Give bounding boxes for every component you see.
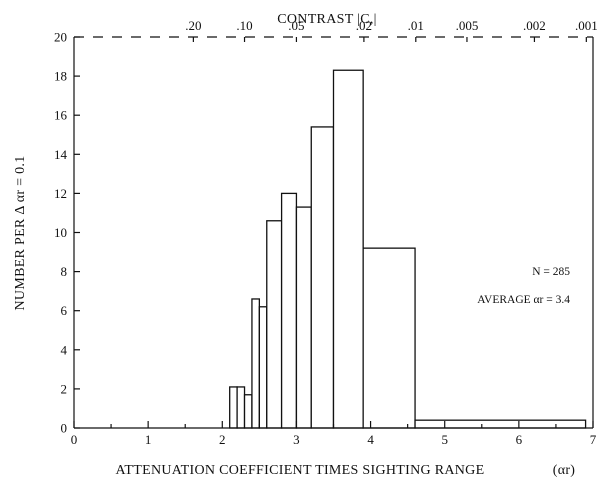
x-tick-label-0: 0 [71,432,78,447]
x-tick-label-3: 3 [293,432,300,447]
y-tick-label-5: 10 [54,225,67,240]
top-tick-label-5: .005 [456,18,479,33]
histogram-bar-6 [266,220,283,429]
x-tick-label-6: 6 [516,432,523,447]
top-tick-label-4: .01 [408,18,424,33]
x-tick-label-4: 4 [367,432,374,447]
x-tick-label-5: 5 [441,432,448,447]
y-axis-ticks: 0 2 4 6 8 10 12 14 16 18 20 [54,30,80,436]
y-tick-label-2: 4 [61,342,68,357]
x-axis-title: ATTENUATION COEFFICIENT TIMES SIGHTING R… [116,463,485,478]
histogram-bar-9 [310,126,335,429]
top-tick-label-7: .001 [575,18,598,33]
histogram-bar-1 [229,386,238,429]
x-tick-label-2: 2 [219,432,226,447]
histogram-bar-5 [258,306,268,429]
histogram-bar-7 [280,192,298,429]
top-axis-ticks: .20 .10 .05 .02 .01 .005 .002 .001 [185,18,598,42]
x-axis-title-symbol: (αr) [553,463,576,478]
histogram-bar-2 [236,386,246,429]
histogram-bar-8 [295,206,312,429]
y-tick-label-10: 20 [54,30,67,45]
histogram-bars [229,69,587,429]
y-tick-label-3: 6 [61,303,68,318]
annotation-sample-size: N = 285 [532,266,570,278]
x-axis-ticks: 0 1 2 3 4 5 6 7 [71,421,597,447]
top-tick-label-0: .20 [185,18,201,33]
y-tick-label-0: 0 [61,421,68,436]
annotation-average: AVERAGE αr = 3.4 [477,294,570,306]
histogram-bar-3 [243,394,253,429]
y-tick-label-9: 18 [54,69,67,84]
histogram-bar-4 [251,298,261,429]
y-tick-label-8: 16 [54,108,68,123]
y-tick-label-4: 8 [61,264,68,279]
y-axis-title: NUMBER PER Δ αr = 0.1 [13,156,28,311]
top-axis-title: CONTRAST |C,| [277,12,377,27]
y-tick-label-1: 2 [61,381,68,396]
histogram-bar-10 [332,69,364,429]
top-tick-label-2: .05 [288,18,304,33]
top-tick-label-1: .10 [236,18,252,33]
y-tick-label-7: 14 [54,147,68,162]
top-tick-label-6: .002 [523,18,546,33]
x-tick-label-1: 1 [145,432,152,447]
histogram-bar-11 [362,247,416,429]
x-tick-label-7: 7 [590,432,597,447]
x-axis-title-text: ATTENUATION COEFFICIENT TIMES SIGHTING R… [116,463,485,478]
histogram-bar-12 [414,419,587,429]
top-tick-label-3: .02 [356,18,372,33]
y-tick-label-6: 12 [54,186,67,201]
